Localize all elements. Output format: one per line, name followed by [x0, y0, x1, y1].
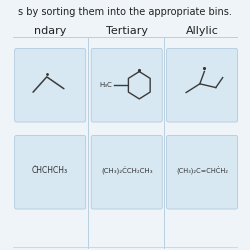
Text: (CH₃)₂C=CHĊH₂: (CH₃)₂C=CHĊH₂	[176, 167, 228, 175]
Text: (CH₃)₂ĊCH₂CH₃: (CH₃)₂ĊCH₂CH₃	[101, 167, 152, 175]
Text: Allylic: Allylic	[186, 26, 218, 36]
Text: H₃C: H₃C	[100, 82, 112, 88]
FancyBboxPatch shape	[166, 48, 238, 122]
FancyBboxPatch shape	[15, 48, 86, 122]
Text: ĊHCHCH₃: ĊHCHCH₃	[32, 166, 68, 175]
FancyBboxPatch shape	[166, 136, 238, 209]
FancyBboxPatch shape	[91, 48, 162, 122]
Text: ndary: ndary	[34, 26, 66, 36]
FancyBboxPatch shape	[15, 136, 86, 209]
Text: s by sorting them into the appropriate bins.: s by sorting them into the appropriate b…	[18, 7, 232, 17]
FancyBboxPatch shape	[91, 136, 162, 209]
Text: Tertiary: Tertiary	[106, 26, 148, 36]
